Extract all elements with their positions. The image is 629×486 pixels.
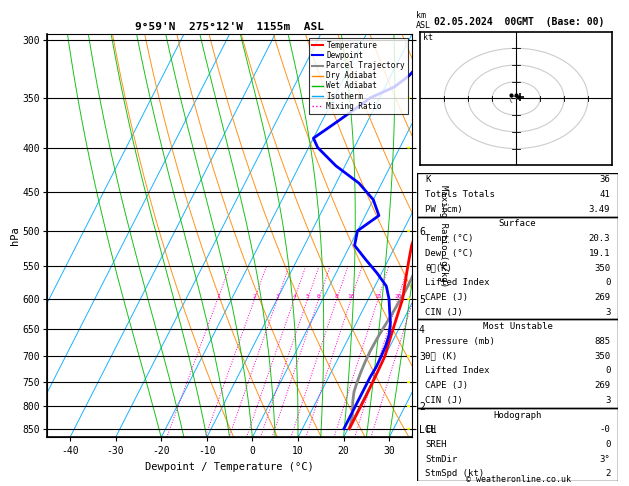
Title: 9°59'N  275°12'W  1155m  ASL: 9°59'N 275°12'W 1155m ASL — [135, 22, 324, 32]
Text: 269: 269 — [594, 381, 610, 390]
Text: StmSpd (kt): StmSpd (kt) — [425, 469, 484, 478]
Text: 3: 3 — [276, 294, 279, 299]
Text: 3.49: 3.49 — [589, 205, 610, 214]
Text: 19.1: 19.1 — [589, 249, 610, 258]
Text: -0: -0 — [599, 425, 610, 434]
Text: 3: 3 — [605, 308, 610, 317]
Text: 20: 20 — [394, 294, 402, 299]
Text: 5: 5 — [306, 294, 309, 299]
Text: 0: 0 — [605, 366, 610, 375]
Text: 885: 885 — [594, 337, 610, 346]
Text: 350: 350 — [594, 352, 610, 361]
Text: K: K — [425, 175, 430, 184]
Text: 36: 36 — [599, 175, 610, 184]
Text: 8: 8 — [335, 294, 339, 299]
Text: 4: 4 — [292, 294, 296, 299]
Text: 3°: 3° — [599, 454, 610, 464]
Text: 41: 41 — [599, 190, 610, 199]
Text: Totals Totals: Totals Totals — [425, 190, 495, 199]
Text: Hodograph: Hodograph — [494, 411, 542, 419]
Text: 15: 15 — [374, 294, 382, 299]
Bar — [417, 408, 618, 481]
Text: 02.05.2024  00GMT  (Base: 00): 02.05.2024 00GMT (Base: 00) — [434, 17, 604, 27]
Text: 0: 0 — [605, 440, 610, 449]
Text: 1: 1 — [216, 294, 220, 299]
Text: kt: kt — [423, 33, 433, 42]
Y-axis label: hPa: hPa — [10, 226, 20, 245]
Text: Lifted Index: Lifted Index — [425, 278, 489, 287]
Bar — [417, 319, 618, 408]
Text: 20.3: 20.3 — [589, 234, 610, 243]
Text: CAPE (J): CAPE (J) — [425, 381, 468, 390]
Legend: Temperature, Dewpoint, Parcel Trajectory, Dry Adiabat, Wet Adiabat, Isotherm, Mi: Temperature, Dewpoint, Parcel Trajectory… — [309, 38, 408, 114]
Text: CAPE (J): CAPE (J) — [425, 293, 468, 302]
Text: © weatheronline.co.uk: © weatheronline.co.uk — [467, 474, 571, 484]
Text: SREH: SREH — [425, 440, 447, 449]
Text: θᴇ(K): θᴇ(K) — [425, 263, 452, 273]
Text: 10: 10 — [347, 294, 355, 299]
Text: PW (cm): PW (cm) — [425, 205, 463, 214]
Text: 6: 6 — [317, 294, 321, 299]
Text: θᴇ (K): θᴇ (K) — [425, 352, 457, 361]
Text: 2: 2 — [605, 469, 610, 478]
Bar — [417, 217, 618, 319]
Text: Lifted Index: Lifted Index — [425, 366, 489, 375]
Text: Dewp (°C): Dewp (°C) — [425, 249, 474, 258]
X-axis label: Dewpoint / Temperature (°C): Dewpoint / Temperature (°C) — [145, 462, 314, 472]
Text: 350: 350 — [594, 263, 610, 273]
Y-axis label: Mixing Ratio (g/kg): Mixing Ratio (g/kg) — [438, 185, 448, 287]
Text: 3: 3 — [605, 396, 610, 405]
Text: CIN (J): CIN (J) — [425, 308, 463, 317]
Text: Pressure (mb): Pressure (mb) — [425, 337, 495, 346]
Text: 0: 0 — [605, 278, 610, 287]
Text: 269: 269 — [594, 293, 610, 302]
Text: Most Unstable: Most Unstable — [482, 322, 553, 331]
Text: CIN (J): CIN (J) — [425, 396, 463, 405]
Text: Temp (°C): Temp (°C) — [425, 234, 474, 243]
Text: km
ASL: km ASL — [416, 11, 431, 30]
Text: EH: EH — [425, 425, 436, 434]
Text: 2: 2 — [253, 294, 257, 299]
Bar — [417, 173, 618, 217]
Text: StmDir: StmDir — [425, 454, 457, 464]
Text: Surface: Surface — [499, 220, 537, 228]
